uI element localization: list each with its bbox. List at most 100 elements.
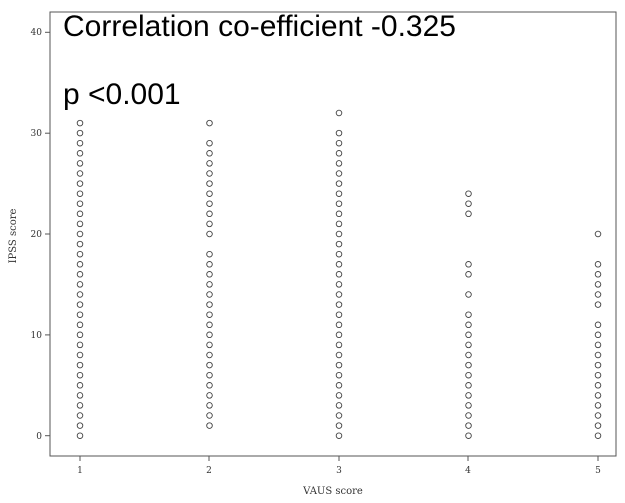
data-point-5-5 xyxy=(594,392,602,399)
data-point-2-9 xyxy=(206,341,213,349)
data-point-3-23 xyxy=(335,210,343,218)
data-point-1-30 xyxy=(76,139,84,147)
data-point-1-20 xyxy=(76,240,84,248)
data-point-1-31 xyxy=(76,129,84,137)
data-point-1-24 xyxy=(76,200,84,207)
data-point-2-20 xyxy=(206,220,213,228)
data-point-3-1 xyxy=(335,432,343,439)
data-point-5-1 xyxy=(594,432,602,439)
data-point-1-28 xyxy=(76,160,84,167)
data-point-1-22 xyxy=(76,220,84,228)
data-point-2-27 xyxy=(206,150,213,157)
data-point-4-9 xyxy=(465,351,472,359)
data-point-3-15 xyxy=(335,291,343,298)
data-point-5-7 xyxy=(594,371,602,379)
data-point-3-12 xyxy=(335,321,343,329)
data-point-1-8 xyxy=(76,361,84,369)
data-point-2-22 xyxy=(206,200,213,207)
data-point-5-12 xyxy=(594,321,602,329)
y-axis: 0 10 20 30 40 xyxy=(31,28,50,442)
data-point-2-1 xyxy=(206,422,213,429)
data-point-2-17 xyxy=(206,261,213,268)
correlation-annotation: Correlation co-efficient -0.325 xyxy=(63,10,456,43)
data-point-1-21 xyxy=(76,230,84,238)
x-tick-5: 5 xyxy=(595,456,601,476)
x-tick-label: 2 xyxy=(206,466,212,476)
data-point-5-11 xyxy=(594,331,602,339)
data-point-1-9 xyxy=(76,351,84,359)
data-point-1-14 xyxy=(76,301,84,308)
data-point-2-4 xyxy=(206,392,213,399)
data-point-3-19 xyxy=(335,250,343,258)
data-points xyxy=(76,109,602,439)
data-point-1-23 xyxy=(76,210,84,218)
data-point-4-8 xyxy=(465,361,472,369)
x-tick-label: 3 xyxy=(336,466,342,476)
data-point-2-14 xyxy=(206,291,213,298)
data-point-4-17 xyxy=(465,210,472,218)
data-point-1-16 xyxy=(76,281,84,288)
data-point-4-10 xyxy=(465,341,472,349)
data-point-1-26 xyxy=(76,180,84,187)
data-point-2-13 xyxy=(206,301,213,308)
y-tick-4: 30 xyxy=(31,129,50,139)
x-tick-1: 1 xyxy=(77,456,83,476)
data-point-2-8 xyxy=(206,351,213,359)
data-point-3-13 xyxy=(335,311,343,318)
x-tick-2: 2 xyxy=(206,456,212,476)
data-point-3-30 xyxy=(335,139,343,147)
data-point-2-21 xyxy=(206,210,213,218)
data-point-4-2 xyxy=(465,422,472,429)
data-point-1-2 xyxy=(76,422,84,429)
data-point-3-9 xyxy=(335,351,343,359)
data-point-4-3 xyxy=(465,412,472,419)
data-point-3-16 xyxy=(335,281,343,288)
x-tick-4: 4 xyxy=(465,456,471,476)
data-point-4-4 xyxy=(465,402,472,409)
data-point-3-28 xyxy=(335,160,343,167)
data-point-2-6 xyxy=(206,371,213,379)
data-point-1-13 xyxy=(76,311,84,318)
data-point-3-18 xyxy=(335,261,343,268)
data-point-5-2 xyxy=(594,422,602,429)
data-point-4-13 xyxy=(465,311,472,318)
data-point-3-14 xyxy=(335,301,343,308)
data-point-2-16 xyxy=(206,271,213,278)
data-point-2-25 xyxy=(206,170,213,177)
data-point-1-12 xyxy=(76,321,84,329)
data-point-5-13 xyxy=(594,301,602,308)
data-point-5-6 xyxy=(594,382,602,389)
y-tick-label: 30 xyxy=(31,129,43,139)
data-point-3-24 xyxy=(335,200,343,207)
data-point-3-32 xyxy=(335,109,343,117)
data-point-1-32 xyxy=(76,119,84,127)
data-point-5-16 xyxy=(594,271,602,278)
plot-frame xyxy=(49,11,617,457)
data-point-4-5 xyxy=(465,392,472,399)
data-point-2-2 xyxy=(206,412,213,419)
x-tick-label: 5 xyxy=(595,466,601,476)
data-point-3-7 xyxy=(335,371,343,379)
data-point-1-15 xyxy=(76,291,84,298)
data-point-1-19 xyxy=(76,250,84,258)
data-point-4-1 xyxy=(465,432,472,439)
data-point-4-19 xyxy=(465,190,472,197)
data-point-4-11 xyxy=(465,331,472,339)
y-tick-3: 20 xyxy=(31,230,50,240)
data-point-2-18 xyxy=(206,250,213,258)
data-point-2-28 xyxy=(206,139,213,147)
data-point-1-10 xyxy=(76,341,84,349)
data-point-1-29 xyxy=(76,150,84,157)
x-tick-label: 1 xyxy=(77,466,83,476)
x-axis: 1 2 3 4 5 xyxy=(77,456,601,476)
data-point-5-4 xyxy=(594,402,602,409)
data-point-5-15 xyxy=(594,281,602,288)
data-point-2-5 xyxy=(206,382,213,389)
data-point-5-18 xyxy=(594,230,602,238)
data-point-1-11 xyxy=(76,331,84,339)
data-point-2-23 xyxy=(206,190,213,197)
data-point-3-25 xyxy=(335,190,343,197)
data-point-2-15 xyxy=(206,281,213,288)
data-point-3-3 xyxy=(335,412,343,419)
data-point-5-17 xyxy=(594,261,602,268)
